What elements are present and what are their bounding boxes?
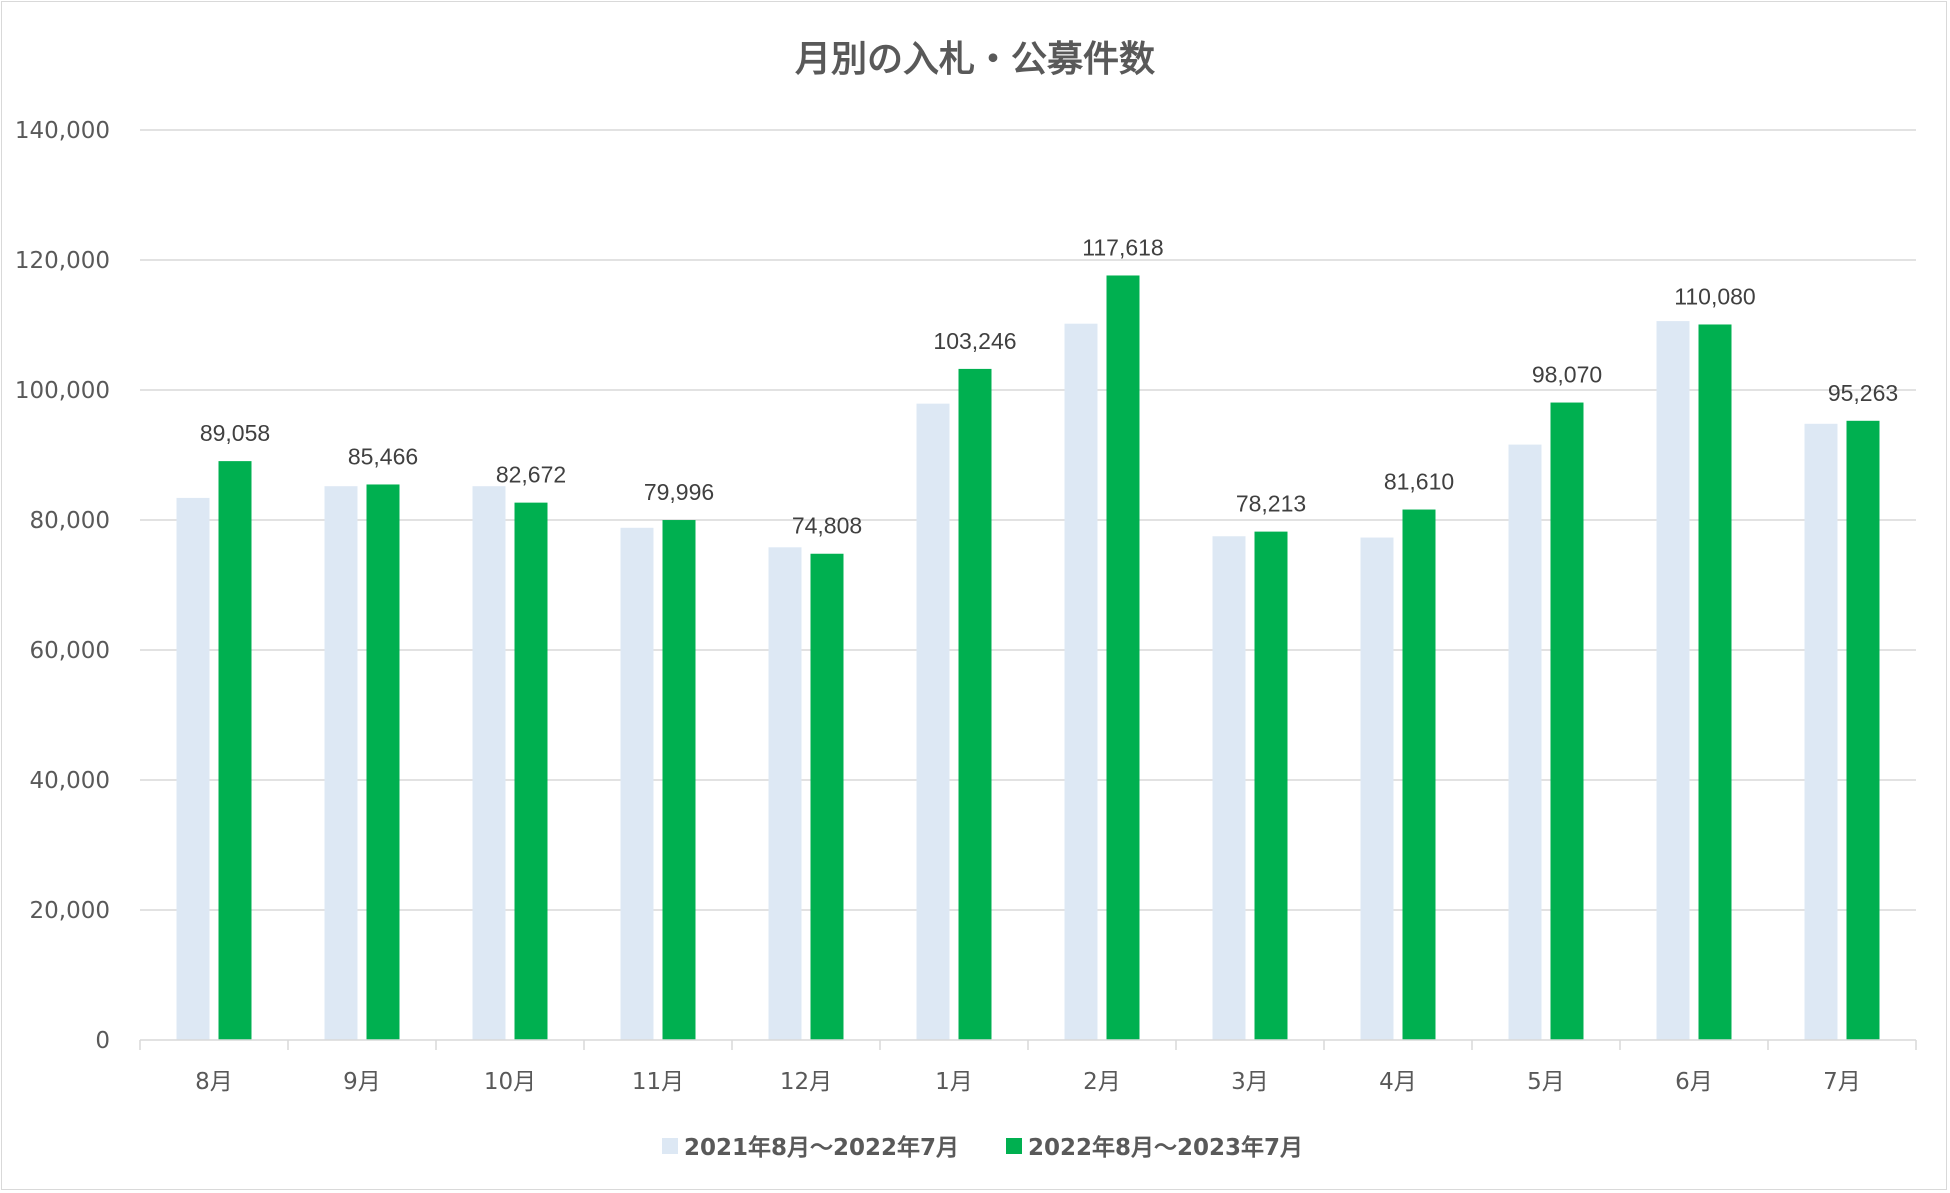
y-tick-label: 120,000 [15,248,110,274]
bar-previous-year [1064,323,1098,1040]
data-label: 74,808 [792,513,862,539]
bar-previous-year [1508,444,1542,1041]
x-category-label: 9月 [343,1069,381,1095]
legend-label: 2021年8月～2022年7月 [684,1134,959,1161]
data-label: 79,996 [644,479,714,505]
x-category-label: 11月 [632,1069,684,1095]
y-tick-label: 0 [95,1028,110,1054]
y-axis-ticks: 0 20,000 40,000 60,000 80,000 100,000 120,000 1… [15,118,110,1054]
legend-swatch [1006,1138,1022,1154]
x-axis [139,1039,1917,1050]
data-label: 110,080 [1674,283,1755,309]
bar-current-year [662,520,696,1040]
bar-previous-year [176,497,210,1040]
bar-current-year [1698,324,1732,1041]
bar-previous-year [620,527,654,1040]
bar-previous-year [1656,321,1690,1041]
bar-previous-year [1360,537,1394,1040]
bar-previous-year [472,486,506,1040]
y-tick-label: 80,000 [30,508,110,534]
x-category-label: 6月 [1675,1069,1713,1095]
bar-current-year [514,502,548,1041]
data-label: 81,610 [1384,469,1454,495]
data-label: 117,618 [1082,234,1163,260]
bar-current-year [1550,402,1584,1040]
legend: 2021年8月～2022年7月 2022年8月～2023年7月 [662,1134,1303,1161]
y-tick-label: 100,000 [15,378,110,404]
x-category-label: 4月 [1379,1069,1417,1095]
bar-current-year [1846,420,1880,1040]
bar-current-year [366,484,400,1040]
bar-current-year [810,553,844,1040]
bars [176,275,1880,1041]
data-label: 95,263 [1828,380,1898,406]
data-label: 82,672 [496,462,566,488]
x-category-label: 7月 [1823,1069,1861,1095]
data-label: 103,246 [933,328,1016,354]
bar-previous-year [1212,536,1246,1040]
data-label: 78,213 [1236,491,1306,517]
bar-current-year [1106,275,1140,1040]
y-tick-label: 20,000 [30,898,110,924]
gridlines [140,129,1916,911]
legend-label: 2022年8月～2023年7月 [1028,1134,1303,1161]
x-axis-categories: 8月 9月 10月 11月 12月 1月 2月 3月 4月 5月 6月 7月 [195,1069,1861,1095]
chart-title: 月別の入札・公募件数 [795,39,1155,80]
x-category-label: 5月 [1527,1069,1565,1095]
x-category-label: 1月 [935,1069,973,1095]
legend-swatch [662,1138,678,1154]
x-category-label: 10月 [484,1069,536,1095]
bar-current-year [1254,531,1288,1040]
bar-previous-year [916,403,950,1040]
bar-previous-year [768,547,802,1040]
y-tick-label: 60,000 [30,638,110,664]
x-category-label: 3月 [1231,1069,1269,1095]
bar-current-year [958,368,992,1040]
bar-current-year [1402,509,1436,1040]
x-category-label: 2月 [1083,1069,1121,1095]
y-tick-label: 140,000 [15,118,110,144]
bar-current-year [218,461,252,1040]
data-label: 85,466 [348,443,418,469]
data-label: 89,058 [200,420,270,446]
bar-previous-year [1804,423,1838,1040]
x-category-label: 8月 [195,1069,233,1095]
data-labels: 89,058 85,466 82,672 79,996 74,808 103,246 117… [200,234,1898,538]
x-category-label: 12月 [780,1069,832,1095]
y-tick-label: 40,000 [30,768,110,794]
bar-previous-year [324,486,358,1040]
data-label: 98,070 [1532,362,1602,388]
